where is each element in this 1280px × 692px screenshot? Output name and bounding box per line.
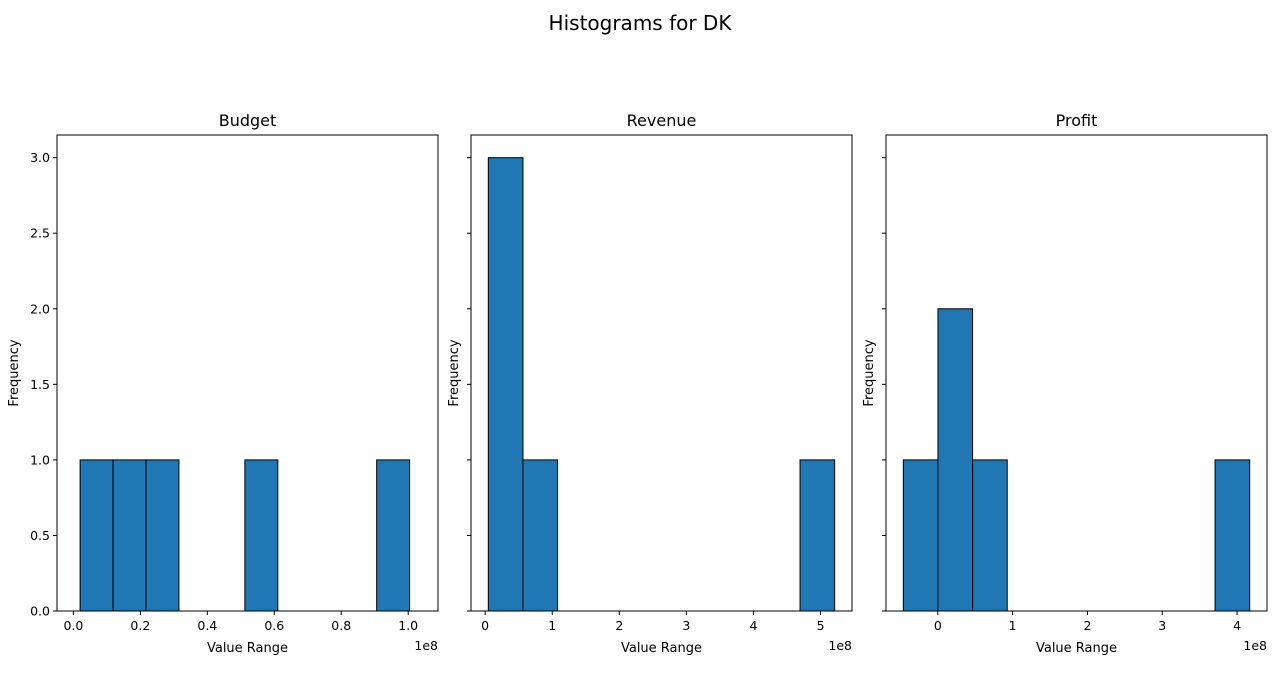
y-tick-label: 0.5 [30,528,50,543]
x-tick-label: 0 [934,618,942,633]
x-offset-text: 1e8 [828,638,852,653]
subplot-revenue: Revenue 0 1 2 3 4 5 Value Range Frequency 1e8 [447,111,853,656]
histogram-bar [145,459,180,612]
x-axis-label: Value Range [207,641,288,656]
histogram-bar [522,459,559,612]
subplot-profit: Profit 0 1 2 3 4 Value Range Frequency 1e8 [862,111,1268,656]
histogram-bar [376,459,411,612]
histogram-bar [972,459,1008,612]
y-axis-label: Frequency [862,339,877,406]
y-axis-label: Frequency [7,339,22,406]
x-tick-label: 4 [749,618,757,633]
x-tick-label: 1.0 [398,618,418,633]
y-axis-label: Frequency [447,339,462,406]
histogram-bar [937,308,974,612]
subplot-title: Revenue [627,111,697,130]
x-axis-label: Value Range [1036,641,1117,656]
axes-frame [885,134,1268,612]
histogram-bar [799,459,836,612]
x-tick-label: 0.6 [264,618,284,633]
x-tick-label: 2 [615,618,623,633]
histogram-bar [487,157,524,612]
histogram-bar [902,459,939,612]
x-tick-label: 0.2 [130,618,150,633]
y-tick-label: 0.0 [30,604,50,619]
x-tick-label: 3 [1158,618,1166,633]
y-tick-label: 3.0 [30,150,50,165]
x-tick-label: 0.0 [63,618,83,633]
x-tick-label: 2 [1083,618,1091,633]
x-tick-label: 0.4 [197,618,217,633]
subplots: Budget 0.0 0.2 0.4 0.6 0.8 1.0 0.0 0.5 1.0 1.5 2.0 2… [7,111,1268,656]
axes-frame [56,134,439,612]
y-tick-label: 2.0 [30,301,50,316]
figure-title: Histograms for DK [549,11,733,35]
axes-frame [470,134,853,612]
x-tick-label: 0.8 [331,618,351,633]
x-tick-label: 4 [1233,618,1241,633]
histogram-bar [244,459,279,612]
y-tick-label: 2.5 [30,226,50,241]
x-offset-text: 1e8 [414,638,438,653]
x-offset-text: 1e8 [1243,638,1267,653]
subplot-title: Budget [219,111,277,130]
x-tick-label: 1 [1009,618,1017,633]
histogram-bar [1214,459,1251,612]
x-tick-label: 5 [817,618,825,633]
y-tick-label: 1.0 [30,452,50,467]
histogram-bar [79,459,114,612]
x-tick-label: 0 [481,618,489,633]
x-tick-label: 3 [682,618,690,633]
x-axis-label: Value Range [621,641,702,656]
subplot-title: Profit [1056,111,1098,130]
subplot-budget: Budget 0.0 0.2 0.4 0.6 0.8 1.0 0.0 0.5 1.0 1.5 2.0 2… [7,111,439,656]
histogram-bar [112,459,147,612]
x-tick-label: 1 [548,618,556,633]
y-tick-label: 1.5 [30,377,50,392]
